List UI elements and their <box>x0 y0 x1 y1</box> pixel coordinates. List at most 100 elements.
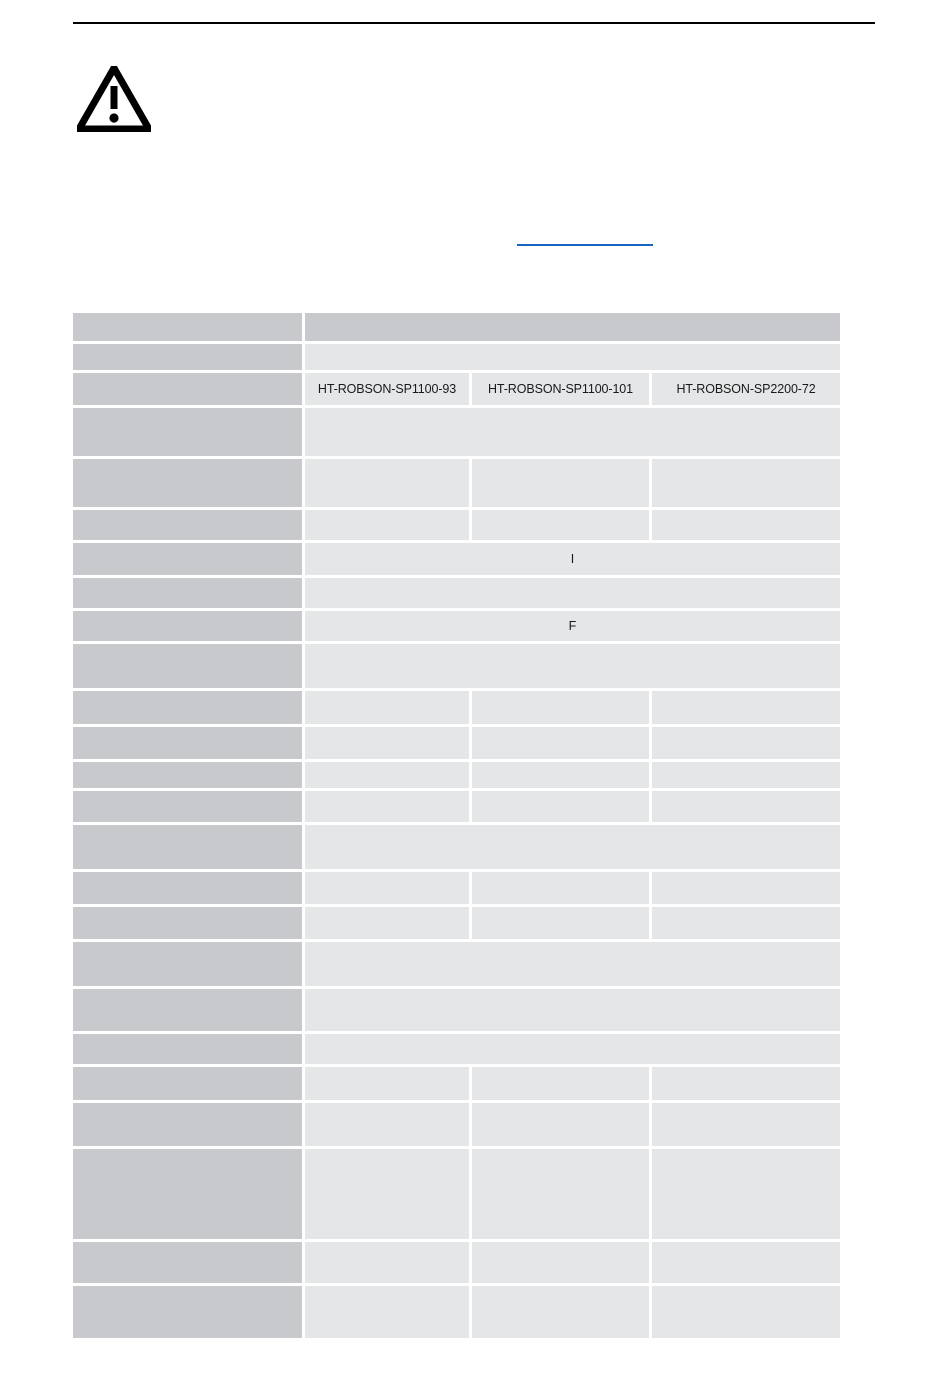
row-value-span <box>305 1034 840 1067</box>
cell-col2 <box>472 1149 652 1242</box>
cell-col3 <box>652 510 840 543</box>
cell-col1 <box>305 727 472 762</box>
table-row-product-codes: HT-ROBSON-SP1100-93 HT-ROBSON-SP1100-101… <box>73 373 840 408</box>
cell-col3 <box>652 1149 840 1242</box>
table-row <box>73 1034 840 1067</box>
table-row <box>73 942 840 989</box>
cell-col3 <box>652 1286 840 1338</box>
row-header-span <box>305 313 840 344</box>
row-label <box>73 691 305 727</box>
row-label <box>73 644 305 691</box>
cell-col2 <box>472 907 652 942</box>
row-value-span <box>305 578 840 611</box>
cell-col1 <box>305 872 472 907</box>
row-value-span <box>305 644 840 691</box>
row-label <box>73 611 305 644</box>
table-row <box>73 344 840 373</box>
table-row <box>73 1103 840 1149</box>
cell-col3 <box>652 1067 840 1103</box>
table-row <box>73 1286 840 1338</box>
cell-col2 <box>472 872 652 907</box>
row-label <box>73 459 305 510</box>
cell-col1 <box>305 1149 472 1242</box>
cell-col3 <box>652 1242 840 1286</box>
row-label <box>73 373 305 408</box>
product-code-3: HT-ROBSON-SP2200-72 <box>652 373 840 408</box>
row-label <box>73 543 305 578</box>
cell-col3 <box>652 691 840 727</box>
document-hyperlink[interactable] <box>517 228 653 246</box>
table-row <box>73 510 840 543</box>
row-value-span <box>305 408 840 459</box>
row-value-span <box>305 942 840 989</box>
row-label <box>73 510 305 543</box>
table-row <box>73 644 840 691</box>
cell-col1 <box>305 691 472 727</box>
product-code-1: HT-ROBSON-SP1100-93 <box>305 373 472 408</box>
cell-col1 <box>305 791 472 825</box>
table-row: F <box>73 611 840 644</box>
row-label <box>73 825 305 872</box>
specification-table: HT-ROBSON-SP1100-93 HT-ROBSON-SP1100-101… <box>73 313 840 1338</box>
cell-col1 <box>305 1242 472 1286</box>
cell-col3 <box>652 791 840 825</box>
row-label <box>73 762 305 791</box>
row-value-span <box>305 825 840 872</box>
product-code-2: HT-ROBSON-SP1100-101 <box>472 373 652 408</box>
row-value-span <box>305 989 840 1034</box>
row-label <box>73 1149 305 1242</box>
table-row <box>73 1067 840 1103</box>
cell-col2 <box>472 1103 652 1149</box>
table-row <box>73 989 840 1034</box>
row-value-span <box>305 344 840 373</box>
row-label <box>73 344 305 373</box>
row-label <box>73 727 305 762</box>
row-label <box>73 1242 305 1286</box>
table-row <box>73 578 840 611</box>
page-header-rule <box>73 22 875 24</box>
cell-col1 <box>305 1067 472 1103</box>
row-label <box>73 1067 305 1103</box>
cell-col3 <box>652 1103 840 1149</box>
row-label <box>73 313 305 344</box>
row-label <box>73 1103 305 1149</box>
table-row <box>73 825 840 872</box>
cell-col2 <box>472 762 652 791</box>
row-label <box>73 791 305 825</box>
row-label <box>73 942 305 989</box>
cell-col2 <box>472 691 652 727</box>
warning-triangle-icon <box>77 66 151 132</box>
table-row: I <box>73 543 840 578</box>
table-row <box>73 762 840 791</box>
cell-col2 <box>472 510 652 543</box>
row-value-span: F <box>305 611 840 644</box>
cell-col2 <box>472 1242 652 1286</box>
cell-col2 <box>472 1286 652 1338</box>
cell-col2 <box>472 459 652 510</box>
row-label <box>73 578 305 611</box>
row-label <box>73 1034 305 1067</box>
table-row <box>73 691 840 727</box>
cell-col2 <box>472 1067 652 1103</box>
table-row <box>73 872 840 907</box>
row-label <box>73 907 305 942</box>
cell-col2 <box>472 727 652 762</box>
row-label <box>73 1286 305 1338</box>
row-value-span: I <box>305 543 840 578</box>
cell-col1 <box>305 907 472 942</box>
table-row <box>73 727 840 762</box>
table-row <box>73 313 840 344</box>
cell-col3 <box>652 872 840 907</box>
row-label <box>73 408 305 459</box>
table-row <box>73 1242 840 1286</box>
cell-col1 <box>305 1286 472 1338</box>
cell-col1 <box>305 510 472 543</box>
table-row <box>73 408 840 459</box>
table-row <box>73 791 840 825</box>
cell-col2 <box>472 791 652 825</box>
table-row <box>73 907 840 942</box>
row-label <box>73 989 305 1034</box>
table-row <box>73 459 840 510</box>
cell-col3 <box>652 907 840 942</box>
row-label <box>73 872 305 907</box>
